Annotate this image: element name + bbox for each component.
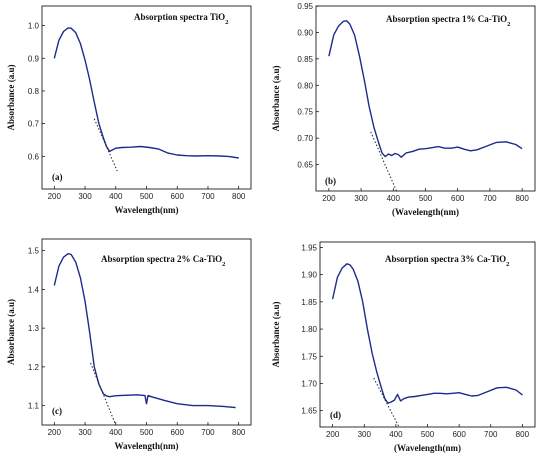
panel-title-subscript: 2 bbox=[506, 261, 509, 268]
panel-title-subscript: 2 bbox=[222, 261, 225, 268]
y-tick-label: 0.65 bbox=[297, 161, 313, 170]
y-tick-label: 1.75 bbox=[301, 352, 317, 361]
y-tick-label: 1.70 bbox=[301, 379, 317, 388]
y-tick-label: 1.2 bbox=[28, 363, 40, 372]
panel-title: Absorption spectra 1% Ca-TiO2 bbox=[386, 14, 510, 28]
y-tick-label: 1.5 bbox=[28, 247, 40, 256]
x-tick-label: 700 bbox=[483, 194, 497, 203]
x-tick-label: 200 bbox=[326, 430, 340, 439]
y-tick-label: 0.7 bbox=[28, 120, 40, 129]
x-tick-label: 300 bbox=[78, 428, 92, 437]
absorbance-curve bbox=[53, 27, 239, 159]
panel-title-text: Absorption spectra 3% Ca-TiO bbox=[385, 254, 506, 264]
y-tick-label: 0.80 bbox=[297, 81, 313, 90]
x-tick-label: 700 bbox=[201, 428, 215, 437]
y-axis-title: Absorbance (a.u) bbox=[6, 299, 16, 365]
x-axis-title: (Wavelength(nm) bbox=[394, 443, 461, 453]
y-tick-label: 0.70 bbox=[297, 134, 313, 143]
x-tick-label: 400 bbox=[109, 428, 123, 437]
y-tick-label: 0.9 bbox=[28, 54, 40, 63]
y-axis-title: Absorbance (a.u) bbox=[6, 64, 16, 130]
x-tick-label: 300 bbox=[78, 192, 92, 201]
absorbance-curve bbox=[53, 253, 236, 409]
y-tick-label: 1.0 bbox=[28, 22, 40, 31]
x-tick-label: 200 bbox=[48, 428, 62, 437]
y-tick-label: 1.65 bbox=[301, 407, 317, 416]
y-tick-label: 0.95 bbox=[297, 2, 313, 11]
band-gap-tangent bbox=[370, 131, 397, 192]
panel-letter-label: (b) bbox=[325, 176, 336, 186]
x-tick-label: 500 bbox=[421, 430, 435, 439]
x-tick-label: 500 bbox=[419, 194, 433, 203]
panel-title: Absorption spectra TiO2 bbox=[134, 12, 228, 26]
y-tick-label: 1.4 bbox=[28, 285, 40, 294]
panel-letter-label: (a) bbox=[52, 172, 63, 182]
x-tick-label: 800 bbox=[232, 192, 246, 201]
y-tick-label: 1.1 bbox=[28, 402, 40, 411]
x-tick-label: 300 bbox=[354, 194, 368, 203]
plot-frame bbox=[41, 5, 252, 190]
band-gap-tangent bbox=[90, 362, 117, 426]
chart-panel-a: 200 300 400 500 600 700 800 0.6 0.7 0.8 0.9 1.0 Abso… bbox=[6, 5, 252, 215]
panel-letter-label: (c) bbox=[52, 406, 62, 416]
x-tick-label: 400 bbox=[387, 194, 401, 203]
absorbance-curve bbox=[331, 263, 523, 404]
plot-frame bbox=[319, 241, 536, 428]
x-tick-label: 600 bbox=[452, 430, 466, 439]
x-tick-label: 600 bbox=[451, 194, 465, 203]
plot-frame bbox=[41, 238, 252, 426]
y-axis-title: Absorbance (a.u) bbox=[271, 301, 281, 367]
x-tick-label: 200 bbox=[48, 192, 62, 201]
panel-title-subscript: 2 bbox=[507, 21, 510, 28]
x-tick-label: 700 bbox=[201, 192, 215, 201]
band-gap-tangent bbox=[373, 377, 400, 428]
panel-title-text: Absorption spectra 2% Ca-TiO bbox=[101, 254, 222, 264]
plot-frame bbox=[315, 5, 536, 192]
panel-title-text: Absorption spectra 1% Ca-TiO bbox=[386, 14, 507, 24]
panel-title: Absorption spectra 3% Ca-TiO2 bbox=[385, 254, 509, 268]
x-tick-label: 500 bbox=[140, 428, 154, 437]
x-tick-label: 600 bbox=[171, 428, 185, 437]
x-tick-label: 800 bbox=[516, 430, 530, 439]
chart-panel-d: 200 300 400 500 600 700 800 1.65 1.70 1.75 1.80 1.8… bbox=[271, 241, 536, 453]
x-axis-title: Wavelength(nm) bbox=[115, 205, 179, 215]
y-tick-label: 0.75 bbox=[297, 108, 313, 117]
x-tick-label: 300 bbox=[358, 430, 372, 439]
y-tick-label: 0.85 bbox=[297, 55, 313, 64]
y-tick-label: 0.6 bbox=[28, 152, 40, 161]
x-tick-label: 500 bbox=[140, 192, 154, 201]
panel-letter-label: (d) bbox=[330, 410, 341, 420]
y-tick-label: 1.90 bbox=[301, 271, 317, 280]
absorbance-curve bbox=[328, 20, 523, 158]
y-axis-title: Absorbance (a.u) bbox=[271, 65, 281, 131]
x-axis-title: (Wavelength(nm) bbox=[392, 207, 459, 217]
panel-title-text: Absorption spectra TiO bbox=[134, 12, 225, 22]
x-tick-label: 400 bbox=[109, 192, 123, 201]
chart-panel-c: 200 300 400 500 600 700 800 1.1 1.2 1.3 1.4 1.5 Abso… bbox=[6, 238, 252, 451]
x-tick-label: 400 bbox=[389, 430, 403, 439]
y-tick-label: 1.80 bbox=[301, 325, 317, 334]
y-tick-label: 0.8 bbox=[28, 87, 40, 96]
x-axis-title: Wavelength(nm) bbox=[115, 441, 179, 451]
panel-title: Absorption spectra 2% Ca-TiO2 bbox=[101, 254, 225, 268]
x-tick-label: 800 bbox=[515, 194, 529, 203]
panel-title-subscript: 2 bbox=[225, 19, 228, 26]
x-tick-label: 700 bbox=[484, 430, 498, 439]
x-tick-label: 600 bbox=[171, 192, 185, 201]
x-tick-label: 800 bbox=[232, 428, 246, 437]
y-tick-label: 0.90 bbox=[297, 28, 313, 37]
y-tick-label: 1.3 bbox=[28, 324, 40, 333]
y-tick-label: 1.85 bbox=[301, 298, 317, 307]
x-tick-label: 200 bbox=[322, 194, 336, 203]
band-gap-tangent bbox=[93, 118, 118, 172]
chart-panel-b: 200 300 400 500 600 700 800 0.65 0.70 0.75 0.80 0.8… bbox=[271, 2, 536, 217]
y-tick-label: 1.95 bbox=[301, 243, 317, 252]
